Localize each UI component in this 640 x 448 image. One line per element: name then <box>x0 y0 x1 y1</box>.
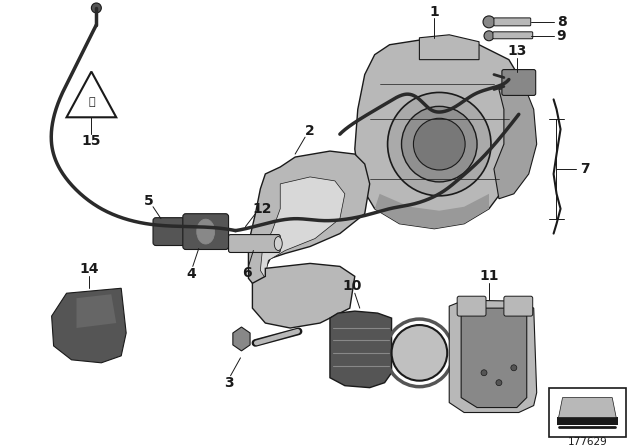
Ellipse shape <box>196 219 214 244</box>
Polygon shape <box>557 418 618 426</box>
Text: 177629: 177629 <box>568 437 607 448</box>
Circle shape <box>92 3 101 13</box>
Text: 11: 11 <box>479 269 499 283</box>
FancyBboxPatch shape <box>504 296 532 316</box>
Circle shape <box>483 16 495 28</box>
Polygon shape <box>461 308 527 408</box>
Text: 15: 15 <box>82 134 101 148</box>
Polygon shape <box>252 263 355 328</box>
FancyBboxPatch shape <box>457 296 486 316</box>
Polygon shape <box>559 397 616 418</box>
Text: 9: 9 <box>557 29 566 43</box>
Text: 4: 4 <box>186 267 196 281</box>
Circle shape <box>481 370 487 376</box>
Polygon shape <box>260 177 345 283</box>
Polygon shape <box>248 151 370 293</box>
Polygon shape <box>419 35 479 60</box>
Circle shape <box>392 325 447 381</box>
FancyBboxPatch shape <box>183 214 228 250</box>
Text: 1: 1 <box>429 5 439 19</box>
Text: 13: 13 <box>507 44 527 58</box>
FancyBboxPatch shape <box>494 18 531 26</box>
Text: 3: 3 <box>224 376 234 390</box>
Ellipse shape <box>275 237 282 250</box>
FancyBboxPatch shape <box>153 218 185 246</box>
Polygon shape <box>355 38 529 228</box>
FancyBboxPatch shape <box>493 32 532 39</box>
Polygon shape <box>52 288 126 363</box>
Text: 7: 7 <box>580 162 590 176</box>
FancyBboxPatch shape <box>228 235 280 253</box>
Text: 2: 2 <box>305 124 315 138</box>
Text: 12: 12 <box>253 202 272 216</box>
Circle shape <box>511 365 517 371</box>
Text: 6: 6 <box>242 267 252 280</box>
Polygon shape <box>330 311 392 388</box>
FancyBboxPatch shape <box>548 388 626 437</box>
FancyBboxPatch shape <box>502 69 536 95</box>
Polygon shape <box>494 85 537 199</box>
Polygon shape <box>233 327 250 351</box>
Text: 8: 8 <box>557 15 566 29</box>
Circle shape <box>388 92 491 196</box>
Text: 10: 10 <box>342 279 362 293</box>
Polygon shape <box>67 72 116 117</box>
Text: ⏻: ⏻ <box>88 97 95 108</box>
Text: 5: 5 <box>144 194 154 208</box>
Circle shape <box>413 118 465 170</box>
Polygon shape <box>374 194 489 228</box>
Circle shape <box>484 31 494 41</box>
Polygon shape <box>449 300 537 413</box>
Text: 14: 14 <box>79 263 99 276</box>
Polygon shape <box>76 294 116 328</box>
Circle shape <box>401 106 477 182</box>
Circle shape <box>496 380 502 386</box>
